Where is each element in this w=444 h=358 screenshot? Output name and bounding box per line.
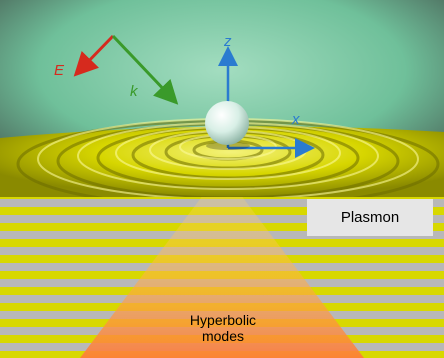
k-vector-label: k xyxy=(130,83,139,100)
hyperbolic-label-line1: Hyperbolic xyxy=(189,312,257,328)
plasmon-label: Plasmon xyxy=(340,209,400,226)
z-axis-label: z xyxy=(223,33,232,50)
hyperbolic-modes-label: Hyperbolic modes xyxy=(168,312,278,344)
x-axis-label: x xyxy=(291,111,300,128)
hyperbolic-label-line2: modes xyxy=(201,328,245,344)
e-field-arrow xyxy=(73,34,115,77)
nanosphere-icon xyxy=(205,101,250,150)
incident-field-arrows: E k xyxy=(54,34,179,105)
plasmon-label-box: Plasmon xyxy=(307,199,433,236)
k-vector-arrow xyxy=(111,34,179,105)
e-field-label: E xyxy=(54,62,65,79)
hyperbolic-glow xyxy=(80,197,364,358)
